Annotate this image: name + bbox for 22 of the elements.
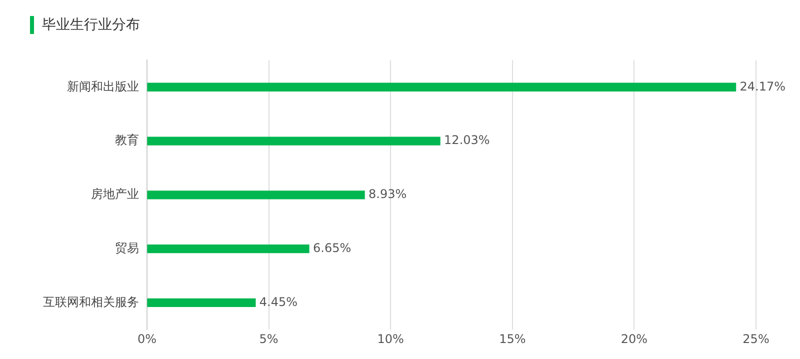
chart-title: 毕业生行业分布 bbox=[42, 16, 140, 34]
y-tick-label: 房地产业 bbox=[91, 187, 139, 202]
y-tick-label: 教育 bbox=[115, 133, 139, 148]
bar bbox=[147, 190, 365, 200]
bar bbox=[147, 244, 310, 254]
bar bbox=[147, 136, 440, 146]
data-label: 6.65% bbox=[312, 240, 352, 255]
y-tick-label: 互联网和相关服务 bbox=[43, 294, 139, 309]
bar bbox=[147, 82, 736, 92]
data-label: 8.93% bbox=[368, 187, 407, 202]
x-tick-label: 5% bbox=[259, 332, 278, 346]
data-label: 12.03% bbox=[444, 133, 490, 148]
y-tick-label: 贸易 bbox=[115, 240, 139, 255]
y-tick-label: 新闻和出版业 bbox=[67, 79, 139, 94]
data-label: 24.17% bbox=[740, 79, 786, 94]
x-tick-label: 0% bbox=[137, 332, 157, 346]
bar bbox=[147, 298, 256, 307]
x-tick-label: 15% bbox=[499, 332, 526, 346]
x-tick-label: 20% bbox=[620, 332, 648, 346]
x-tick-label: 10% bbox=[377, 332, 404, 346]
data-label: 4.45% bbox=[259, 294, 298, 309]
x-tick-label: 25% bbox=[742, 332, 770, 346]
